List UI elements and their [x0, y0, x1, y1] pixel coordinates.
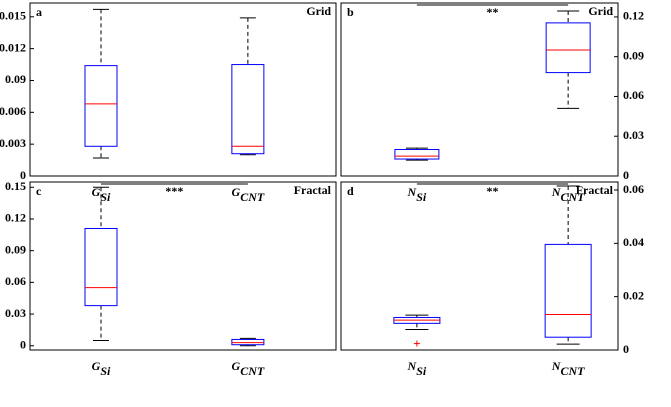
y-tick-label: 0.09 [5, 72, 26, 86]
category-subscript: CNT [560, 190, 585, 204]
box [544, 243, 592, 338]
category-main: N [407, 185, 418, 199]
significance-label: ** [487, 184, 499, 198]
x-tick-label: GSi [92, 359, 111, 378]
panel-title: Fractal [576, 183, 614, 197]
x-tick-label: NCNT [551, 359, 585, 378]
category-main: G [92, 185, 101, 199]
box [231, 338, 265, 346]
outlier [413, 340, 420, 347]
y-tick-label: 0.06 [623, 182, 644, 196]
y-tick-label: 0.015 [0, 9, 26, 23]
panel-frame [340, 181, 619, 351]
y-tick-label: 0.06 [623, 88, 644, 102]
category-main: G [232, 359, 241, 373]
y-tick-label: 0.09 [623, 48, 644, 62]
category-subscript: CNT [240, 190, 265, 204]
category-subscript: Si [416, 364, 427, 378]
box [231, 64, 265, 155]
box [84, 227, 118, 307]
y-tick-label: 0.09 [5, 242, 26, 256]
panel-frame [340, 2, 619, 177]
panel-label: b [347, 5, 354, 19]
y-tick-label: 0.03 [623, 128, 644, 142]
y-tick-label: 0.06 [5, 274, 26, 288]
box [84, 65, 118, 147]
significance-label: *** [165, 184, 183, 198]
category-subscript: CNT [240, 364, 265, 378]
category-subscript: Si [100, 190, 111, 204]
y-tick-label: 0.12 [5, 211, 26, 225]
panel-label: a [36, 5, 42, 19]
significance-label: ** [487, 5, 499, 19]
y-tick-label: 0.003 [0, 136, 26, 150]
panel-frame [29, 2, 337, 177]
panel-label: d [347, 184, 354, 198]
category-main: G [92, 359, 101, 373]
y-tick-label: 0 [20, 168, 26, 182]
category-subscript: Si [416, 190, 427, 204]
x-tick-label: NSi [407, 359, 427, 378]
panel-title: Fractal [294, 183, 332, 197]
y-tick-label: 0 [623, 342, 629, 356]
x-tick-label: GCNT [232, 359, 265, 378]
panel-title: Grid [588, 4, 613, 18]
x-tick-label: NCNT [551, 185, 585, 204]
box [545, 22, 591, 74]
category-main: G [232, 185, 241, 199]
category-subscript: Si [100, 364, 111, 378]
panel-frame [29, 181, 337, 351]
y-tick-label: 0.12 [623, 9, 644, 23]
category-main: N [551, 359, 562, 373]
x-tick-label: NSi [407, 185, 427, 204]
x-tick-label: GSi [92, 185, 111, 204]
panel-title: Grid [306, 4, 331, 18]
y-tick-label: 0.04 [623, 235, 644, 249]
x-tick-label: GCNT [232, 185, 265, 204]
y-tick-label: 0.15 [5, 179, 26, 193]
y-tick-label: 0 [623, 168, 629, 182]
category-main: N [551, 185, 562, 199]
box [394, 148, 440, 160]
y-tick-label: 0.012 [0, 40, 26, 54]
y-tick-label: 0.03 [5, 306, 26, 320]
category-main: N [407, 359, 418, 373]
panel-label: c [36, 184, 42, 198]
y-tick-label: 0.02 [623, 288, 644, 302]
y-tick-label: 0.006 [0, 104, 26, 118]
y-tick-label: 0 [20, 338, 26, 352]
category-subscript: CNT [560, 364, 585, 378]
